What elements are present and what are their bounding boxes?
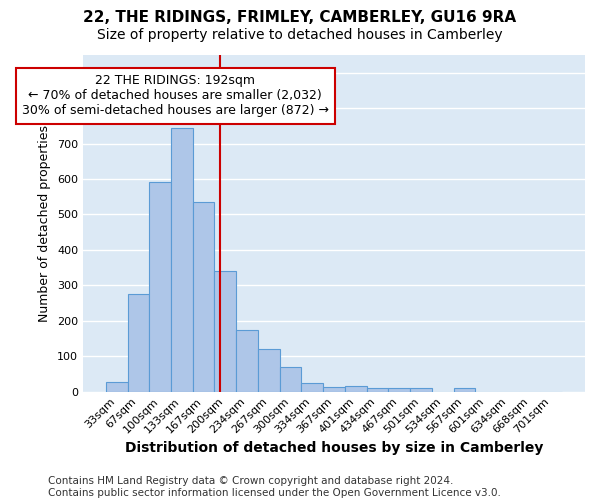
Bar xyxy=(345,386,367,392)
Bar xyxy=(128,294,149,392)
Bar xyxy=(301,383,323,392)
Bar xyxy=(214,271,236,392)
Bar xyxy=(236,330,258,392)
Bar xyxy=(149,182,171,392)
X-axis label: Distribution of detached houses by size in Camberley: Distribution of detached houses by size … xyxy=(125,441,543,455)
Bar xyxy=(106,382,128,392)
Bar xyxy=(193,202,214,392)
Bar xyxy=(454,388,475,392)
Bar xyxy=(367,388,388,392)
Bar xyxy=(323,387,345,392)
Bar xyxy=(280,367,301,392)
Text: 22 THE RIDINGS: 192sqm
← 70% of detached houses are smaller (2,032)
30% of semi-: 22 THE RIDINGS: 192sqm ← 70% of detached… xyxy=(22,74,329,118)
Bar xyxy=(258,349,280,392)
Bar xyxy=(410,388,432,392)
Bar xyxy=(388,388,410,392)
Y-axis label: Number of detached properties: Number of detached properties xyxy=(38,125,52,322)
Text: 22, THE RIDINGS, FRIMLEY, CAMBERLEY, GU16 9RA: 22, THE RIDINGS, FRIMLEY, CAMBERLEY, GU1… xyxy=(83,10,517,25)
Bar xyxy=(171,128,193,392)
Text: Size of property relative to detached houses in Camberley: Size of property relative to detached ho… xyxy=(97,28,503,42)
Text: Contains HM Land Registry data © Crown copyright and database right 2024.
Contai: Contains HM Land Registry data © Crown c… xyxy=(48,476,501,498)
